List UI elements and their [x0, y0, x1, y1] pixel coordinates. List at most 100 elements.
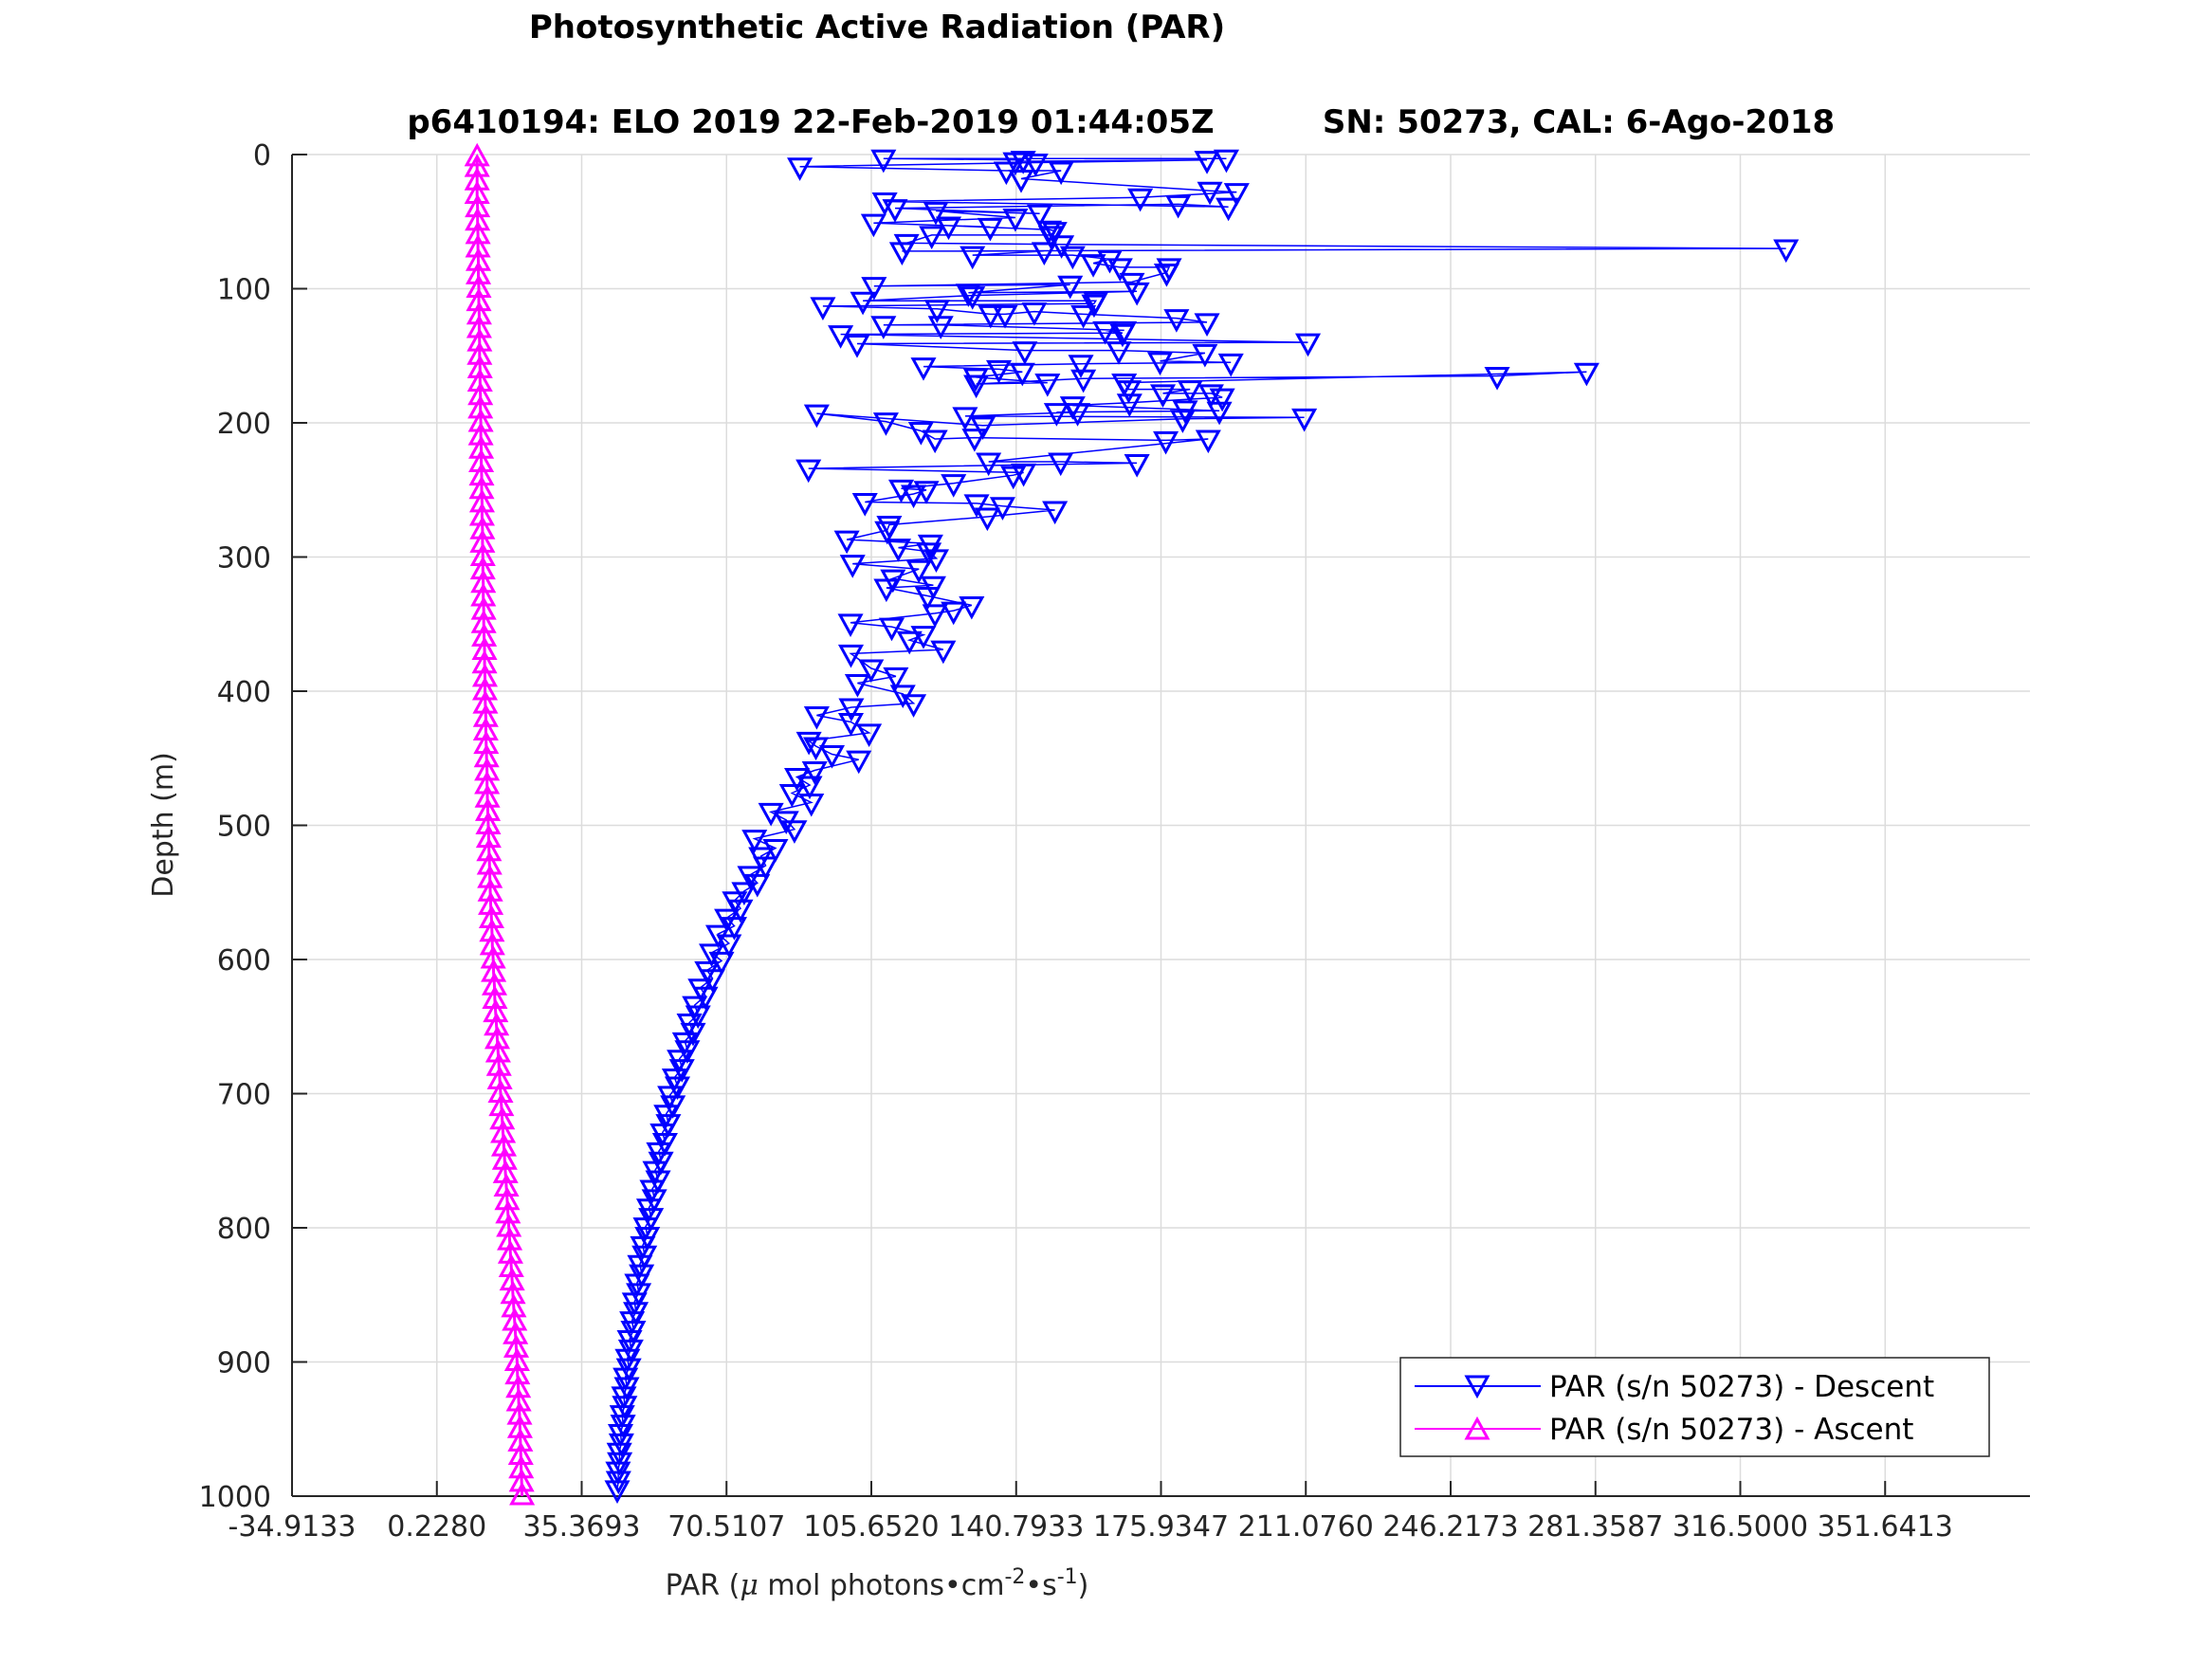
- ascent-point: [470, 610, 497, 633]
- descent-point: [844, 335, 870, 358]
- ascent-point: [488, 1092, 515, 1117]
- ascent-point: [500, 1280, 526, 1305]
- x-axis-label-mu: μ: [740, 1569, 759, 1602]
- legend-descent-label: PAR (s/n 50273) - Descent: [1549, 1370, 1934, 1404]
- x-tick-label: 175.9347: [1093, 1510, 1229, 1544]
- descent-point: [919, 226, 945, 250]
- descent-point: [1484, 366, 1510, 391]
- ascent-point: [465, 247, 492, 271]
- descent-point: [1002, 209, 1029, 232]
- ascent-point: [466, 301, 492, 325]
- descent-point: [850, 291, 876, 316]
- descent-point: [1124, 282, 1150, 306]
- ascent-point: [471, 649, 498, 674]
- descent-point: [905, 559, 932, 584]
- descent-point: [1177, 380, 1203, 404]
- ascent-point: [466, 327, 493, 352]
- descent-point: [1217, 353, 1244, 377]
- x-tick-label: 35.3693: [522, 1510, 640, 1544]
- ascent-point: [472, 717, 499, 740]
- ascent-point: [491, 1146, 518, 1170]
- descent-point: [917, 534, 943, 558]
- ascent-point: [483, 998, 509, 1023]
- descent-point: [1027, 204, 1053, 228]
- descent-point: [1195, 429, 1221, 454]
- x-axis-label-prefix: PAR (: [666, 1569, 740, 1602]
- y-tick-label: 500: [217, 811, 271, 844]
- descent-point: [781, 820, 808, 844]
- ascent-point: [484, 1038, 511, 1063]
- descent-point: [976, 452, 1002, 477]
- descent-point: [961, 429, 988, 452]
- series-layer: [464, 142, 1800, 1506]
- ascent-point: [509, 1481, 536, 1506]
- descent-point: [923, 300, 950, 323]
- ascent-point: [465, 220, 491, 245]
- descent-point: [1008, 169, 1034, 193]
- descent-point: [1573, 362, 1600, 387]
- ascent-point: [473, 743, 500, 768]
- ascent-point: [501, 1293, 527, 1318]
- ascent-point: [507, 1441, 534, 1466]
- descent-point: [1197, 181, 1223, 206]
- descent-point: [1109, 323, 1136, 348]
- ascent-point: [495, 1199, 521, 1224]
- ascent-point: [466, 314, 492, 338]
- x-tick-label: 0.2280: [387, 1510, 486, 1544]
- descent-point: [851, 492, 878, 517]
- descent-point: [1294, 333, 1322, 357]
- descent-point: [941, 474, 967, 498]
- ascent-point: [485, 1052, 512, 1076]
- ascent-point: [496, 1213, 522, 1237]
- descent-point: [844, 674, 870, 698]
- x-tick-label: 351.6413: [1818, 1510, 1953, 1544]
- descent-point: [1213, 149, 1239, 174]
- descent-point: [941, 601, 967, 626]
- descent-point: [963, 494, 990, 519]
- descent-point: [1165, 194, 1192, 219]
- ascent-point: [468, 435, 495, 459]
- ascent-point: [469, 556, 496, 580]
- ascent-point: [481, 959, 507, 982]
- descent-point: [1115, 380, 1142, 404]
- descent-point: [1291, 408, 1318, 432]
- ascent-point: [479, 918, 505, 942]
- ascent-point: [468, 475, 495, 500]
- descent-point: [671, 1032, 698, 1056]
- descent-point: [992, 304, 1018, 329]
- descent-point: [699, 943, 725, 968]
- ascent-point: [503, 1334, 530, 1358]
- x-axis-label-suffix: ): [1078, 1569, 1089, 1602]
- ascent-point: [476, 850, 503, 875]
- descent-point: [1012, 341, 1038, 365]
- descent-point: [1194, 151, 1220, 174]
- chart-subtitle-left: p6410194: ELO 2019 22-Feb-2019 01:44:05Z: [407, 103, 1214, 141]
- ascent-point: [507, 1428, 534, 1452]
- y-tick-label: 900: [217, 1347, 271, 1380]
- descent-point: [604, 1480, 631, 1505]
- ascent-point: [502, 1307, 528, 1331]
- descent-point: [1021, 302, 1048, 326]
- descent-point: [839, 555, 866, 578]
- ascent-point: [508, 1454, 535, 1479]
- descent-point: [685, 1005, 711, 1030]
- descent-point: [1034, 374, 1061, 397]
- descent-point: [1106, 258, 1133, 282]
- ascent-point: [474, 784, 501, 808]
- ascent-point: [473, 730, 500, 755]
- descent-point: [1080, 254, 1106, 278]
- ticks-layer: -34.9133 0.2280 35.3693 70.5107 105.6520 140.…: [199, 139, 1953, 1544]
- ascent-point: [468, 502, 495, 526]
- descent-point: [1009, 362, 1035, 387]
- ascent-point: [474, 757, 501, 781]
- ascent-point: [487, 1079, 514, 1103]
- legend-box: [1399, 1357, 1990, 1457]
- ascent-point: [476, 837, 503, 862]
- x-axis-label-mid2: •s: [1025, 1569, 1056, 1602]
- descent-point: [885, 539, 911, 562]
- descent-point: [795, 459, 822, 484]
- descent-point: [1000, 466, 1027, 490]
- descent-point: [1059, 246, 1086, 270]
- descent-point: [960, 286, 986, 310]
- ascent-point: [467, 394, 494, 419]
